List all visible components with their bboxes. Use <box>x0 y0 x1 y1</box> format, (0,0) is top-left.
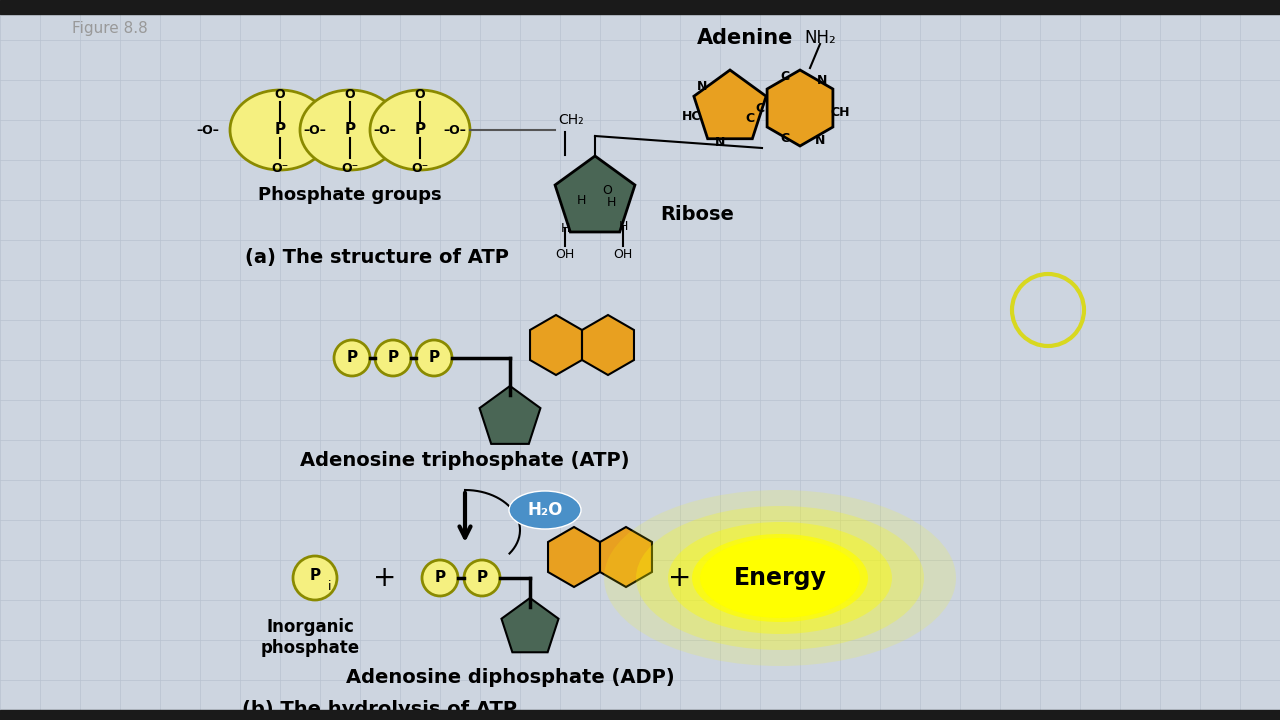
Text: i: i <box>328 580 332 593</box>
Text: H: H <box>607 196 616 209</box>
Ellipse shape <box>700 538 860 618</box>
Text: +: + <box>668 564 691 592</box>
Polygon shape <box>480 386 540 444</box>
Text: Inorganic
phosphate: Inorganic phosphate <box>260 618 360 657</box>
Text: Phosphate groups: Phosphate groups <box>259 186 442 204</box>
Circle shape <box>334 340 370 376</box>
Text: O: O <box>602 184 612 197</box>
Circle shape <box>293 556 337 600</box>
Text: N: N <box>714 137 726 150</box>
Polygon shape <box>767 70 833 146</box>
Text: Adenosine triphosphate (ATP): Adenosine triphosphate (ATP) <box>301 451 630 469</box>
Ellipse shape <box>230 90 330 170</box>
Text: OH: OH <box>613 248 632 261</box>
Ellipse shape <box>692 534 868 622</box>
Text: P: P <box>274 122 285 138</box>
Polygon shape <box>694 70 767 139</box>
Text: H₂O: H₂O <box>527 501 563 519</box>
Ellipse shape <box>604 490 956 666</box>
Polygon shape <box>556 156 635 232</box>
Text: –O–: –O– <box>197 124 219 137</box>
Text: C: C <box>781 132 790 145</box>
Text: O⁻: O⁻ <box>342 161 358 174</box>
Text: P: P <box>429 351 439 366</box>
Text: H: H <box>576 194 586 207</box>
Ellipse shape <box>509 491 581 529</box>
Text: O: O <box>415 89 425 102</box>
Text: P: P <box>415 122 425 138</box>
Text: CH₂: CH₂ <box>558 113 584 127</box>
Circle shape <box>465 560 500 596</box>
Text: O: O <box>344 89 356 102</box>
Text: N: N <box>815 133 826 146</box>
Text: NH₂: NH₂ <box>804 29 836 47</box>
Text: P: P <box>476 570 488 585</box>
Polygon shape <box>530 315 582 375</box>
Polygon shape <box>502 598 558 652</box>
Text: C: C <box>745 112 755 125</box>
Text: –O–: –O– <box>303 124 326 137</box>
Text: (a) The structure of ATP: (a) The structure of ATP <box>244 248 509 268</box>
Polygon shape <box>582 315 634 375</box>
Text: CH: CH <box>831 107 850 120</box>
Polygon shape <box>548 527 600 587</box>
Text: N: N <box>817 73 827 86</box>
Circle shape <box>422 560 458 596</box>
Ellipse shape <box>636 506 924 650</box>
Text: H: H <box>618 220 627 233</box>
Text: (b) The hydrolysis of ATP: (b) The hydrolysis of ATP <box>242 700 517 719</box>
Text: N: N <box>696 79 707 92</box>
Text: P: P <box>434 570 445 585</box>
Text: –O–: –O– <box>444 124 466 137</box>
Text: Energy: Energy <box>733 566 827 590</box>
Text: O: O <box>275 89 285 102</box>
Text: Ribose: Ribose <box>660 205 733 225</box>
Text: +: + <box>374 564 397 592</box>
Text: H: H <box>561 222 570 235</box>
Bar <box>0 710 1280 720</box>
Text: C: C <box>755 102 764 114</box>
Ellipse shape <box>668 522 892 634</box>
Text: P: P <box>388 351 398 366</box>
Text: OH: OH <box>556 248 575 261</box>
Circle shape <box>375 340 411 376</box>
Text: O⁻: O⁻ <box>411 161 429 174</box>
Text: O⁻: O⁻ <box>271 161 288 174</box>
Ellipse shape <box>370 90 470 170</box>
Text: P: P <box>310 569 320 583</box>
Text: Figure 8.8: Figure 8.8 <box>72 20 147 35</box>
Text: C: C <box>781 70 790 83</box>
Polygon shape <box>600 527 652 587</box>
Text: Adenine: Adenine <box>696 28 794 48</box>
Text: Adenosine diphosphate (ADP): Adenosine diphosphate (ADP) <box>346 668 675 687</box>
Ellipse shape <box>300 90 399 170</box>
Text: P: P <box>347 351 357 366</box>
Circle shape <box>416 340 452 376</box>
Text: –O–: –O– <box>374 124 397 137</box>
Bar <box>0 0 1280 14</box>
Text: HC: HC <box>682 109 701 122</box>
Text: P: P <box>344 122 356 138</box>
